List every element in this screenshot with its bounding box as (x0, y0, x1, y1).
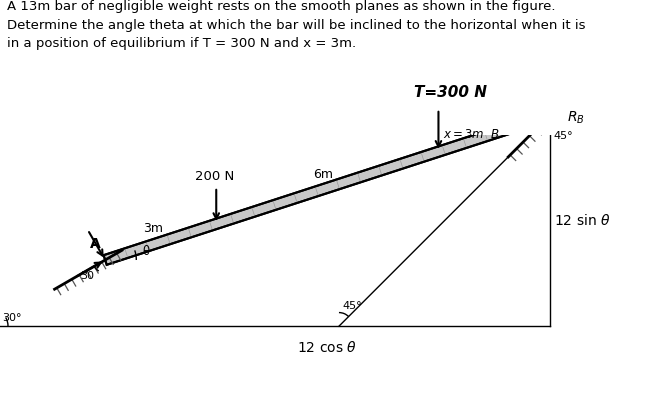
Polygon shape (103, 111, 551, 265)
Text: θ: θ (142, 245, 149, 258)
Text: 45°: 45° (342, 301, 361, 311)
Text: A: A (90, 237, 101, 251)
Text: A 13m bar of negligible weight rests on the smooth planes as shown in the figure: A 13m bar of negligible weight rests on … (7, 0, 585, 50)
Text: 45°: 45° (553, 131, 573, 141)
Text: $x=3m$  $B$: $x=3m$ $B$ (443, 128, 500, 141)
Text: 30°: 30° (2, 314, 22, 324)
Text: 12 sin $\theta$: 12 sin $\theta$ (554, 214, 611, 229)
Text: 200 N: 200 N (195, 170, 234, 183)
Text: 6m: 6m (314, 168, 334, 181)
Text: $R_B$: $R_B$ (567, 109, 585, 126)
Text: 30: 30 (81, 271, 95, 281)
Text: 12 cos $\theta$: 12 cos $\theta$ (297, 340, 357, 355)
Text: T=300 N: T=300 N (414, 85, 487, 100)
Text: 3m: 3m (143, 222, 163, 235)
